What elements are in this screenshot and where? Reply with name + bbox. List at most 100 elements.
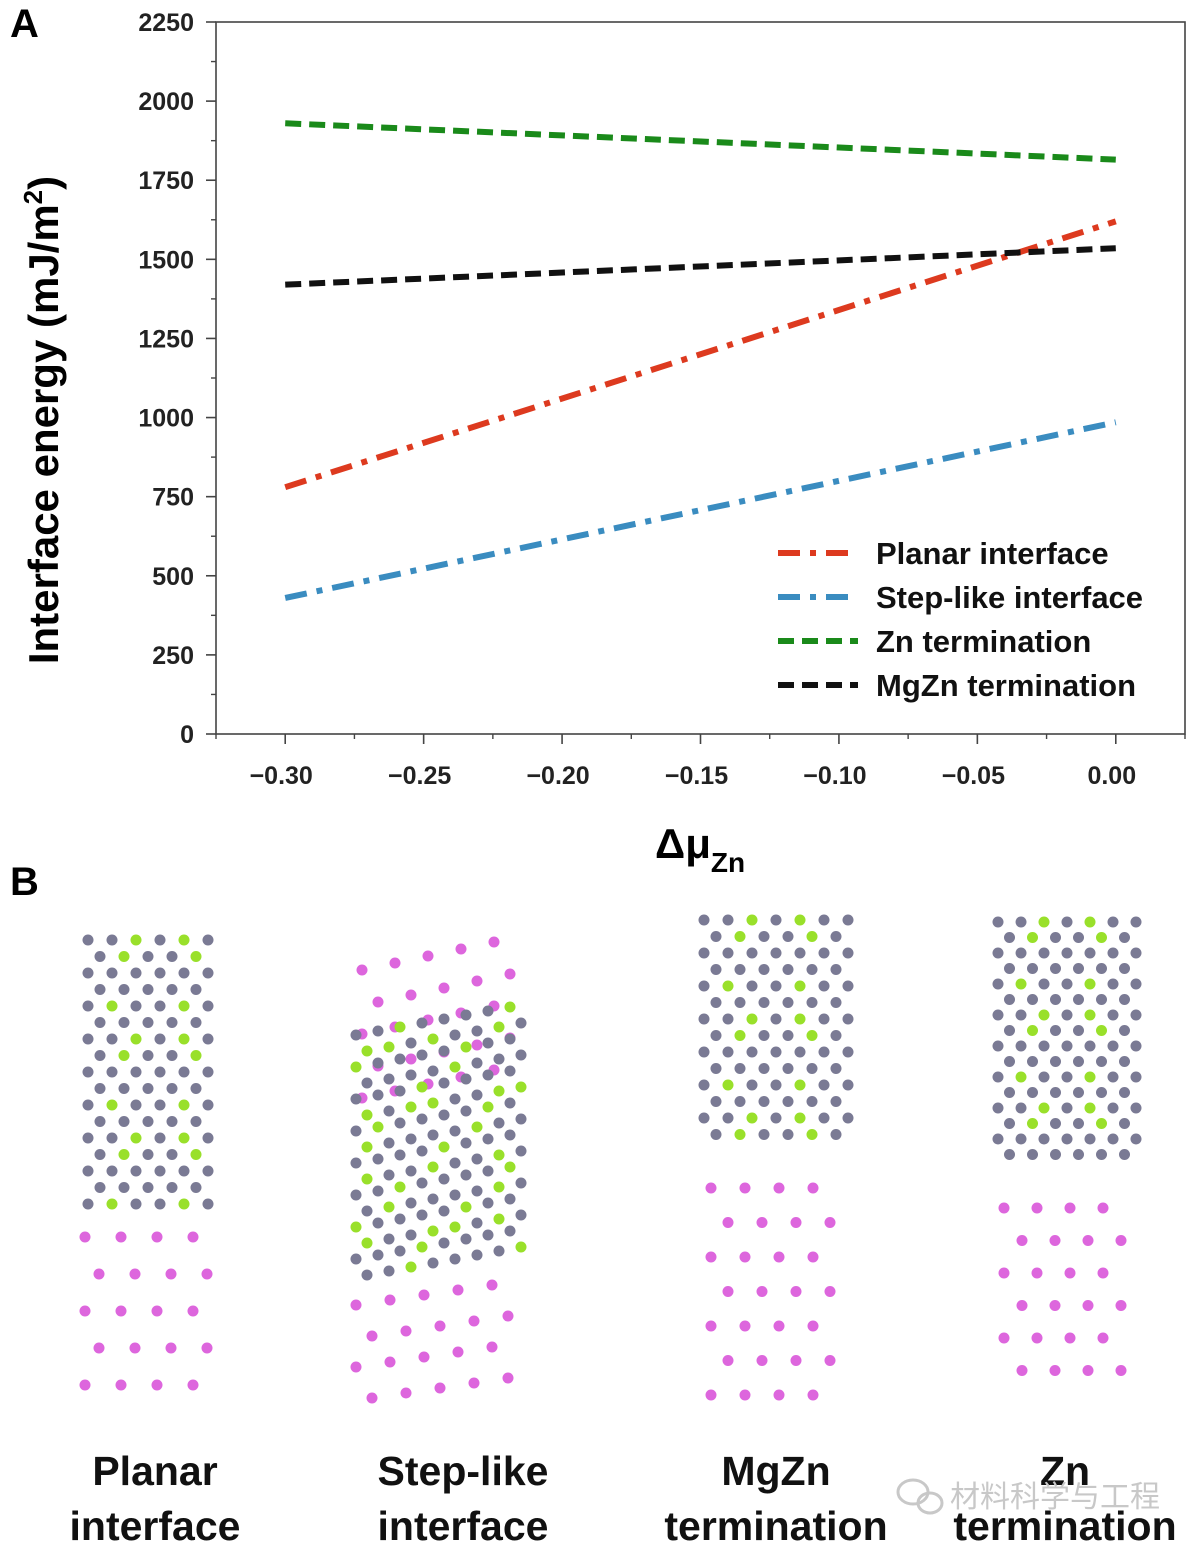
- atom: [818, 1046, 830, 1058]
- atom: [449, 1093, 461, 1105]
- atom: [493, 1117, 505, 1129]
- atom: [1004, 1056, 1015, 1067]
- atom: [460, 1137, 472, 1149]
- atom: [178, 1099, 190, 1111]
- atom: [400, 1387, 412, 1399]
- atom: [130, 934, 142, 946]
- atom: [190, 1083, 202, 1094]
- y-tick-label-250: 250: [152, 642, 194, 670]
- atom: [1027, 1025, 1038, 1036]
- atom: [418, 1289, 430, 1301]
- atom: [130, 1000, 142, 1012]
- atom: [350, 1093, 362, 1105]
- x-tick-label-4: −0.10: [803, 762, 866, 790]
- atom: [515, 1049, 527, 1061]
- atom: [722, 914, 734, 926]
- atom: [830, 1030, 842, 1041]
- atom: [190, 984, 202, 995]
- atom: [830, 1129, 842, 1140]
- atom: [782, 964, 794, 975]
- atom: [416, 1209, 428, 1221]
- atom: [130, 1066, 142, 1078]
- atom: [773, 1182, 785, 1194]
- atom: [992, 947, 1004, 959]
- atom: [372, 996, 384, 1008]
- atom: [482, 1037, 494, 1049]
- atom: [1107, 1071, 1119, 1083]
- atom: [1038, 1009, 1050, 1021]
- atom: [992, 1071, 1004, 1083]
- atom: [405, 1197, 417, 1209]
- atom: [452, 1284, 464, 1296]
- atom: [992, 1040, 1004, 1052]
- atom: [79, 1231, 91, 1243]
- atom: [154, 1132, 166, 1144]
- atom: [1107, 947, 1119, 959]
- atom: [154, 1099, 166, 1111]
- atom: [190, 1050, 202, 1061]
- atom: [998, 1267, 1010, 1279]
- atom: [756, 1286, 768, 1297]
- atom: [438, 1077, 450, 1089]
- atom: [394, 1053, 406, 1065]
- atom: [1107, 978, 1119, 990]
- atom: [1027, 994, 1038, 1005]
- atom: [807, 1320, 819, 1332]
- atom: [782, 1063, 794, 1074]
- atom: [460, 1105, 472, 1117]
- atom: [1061, 1071, 1073, 1083]
- atom: [449, 1157, 461, 1169]
- atom: [154, 1000, 166, 1012]
- atom: [94, 1182, 106, 1193]
- atom: [493, 1245, 505, 1257]
- atom: [790, 1355, 802, 1366]
- atom: [824, 1355, 836, 1366]
- atom: [178, 967, 190, 979]
- atom: [482, 1069, 494, 1081]
- y-tick-label-1500: 1500: [138, 246, 194, 274]
- series-line-1: [284, 419, 1117, 601]
- atom: [1061, 978, 1073, 990]
- atom: [166, 1182, 178, 1193]
- atom: [118, 1182, 130, 1193]
- structure-label-mgzn-2: termination: [664, 1503, 887, 1549]
- atom: [460, 1073, 472, 1085]
- atom: [770, 1046, 782, 1058]
- structure-label-steplike-1: Step-like: [378, 1448, 549, 1494]
- atom: [1027, 1118, 1038, 1129]
- atom: [1049, 1300, 1061, 1311]
- atom: [154, 1066, 166, 1078]
- atom: [142, 1017, 154, 1028]
- atom: [130, 1033, 142, 1045]
- atom: [154, 1165, 166, 1177]
- atom: [130, 967, 142, 979]
- atom: [118, 1149, 130, 1160]
- atom: [142, 984, 154, 995]
- atom: [190, 1182, 202, 1193]
- atom: [1004, 932, 1015, 943]
- atom: [734, 1063, 746, 1074]
- atom: [710, 997, 722, 1008]
- atom: [493, 1021, 505, 1033]
- atom: [1073, 1118, 1084, 1129]
- panel-a-label: A: [10, 2, 39, 46]
- atom: [1050, 1118, 1061, 1129]
- atomic-structures: Planar interface Step-like interface MgZ…: [70, 914, 1177, 1549]
- atom: [1038, 947, 1050, 959]
- atom: [1016, 1365, 1028, 1376]
- atom: [1097, 1332, 1109, 1344]
- atom: [350, 1253, 362, 1265]
- atom: [118, 1050, 130, 1061]
- atom: [471, 975, 483, 987]
- atom: [710, 1063, 722, 1074]
- atom: [1004, 1087, 1015, 1098]
- atom: [151, 1231, 163, 1243]
- atom: [434, 1320, 446, 1332]
- atom: [515, 1081, 527, 1093]
- series-line-2: [285, 120, 1116, 163]
- atom: [710, 1096, 722, 1107]
- atom: [460, 1041, 472, 1053]
- atom: [770, 914, 782, 926]
- atom: [372, 1153, 384, 1165]
- atom: [1096, 1087, 1107, 1098]
